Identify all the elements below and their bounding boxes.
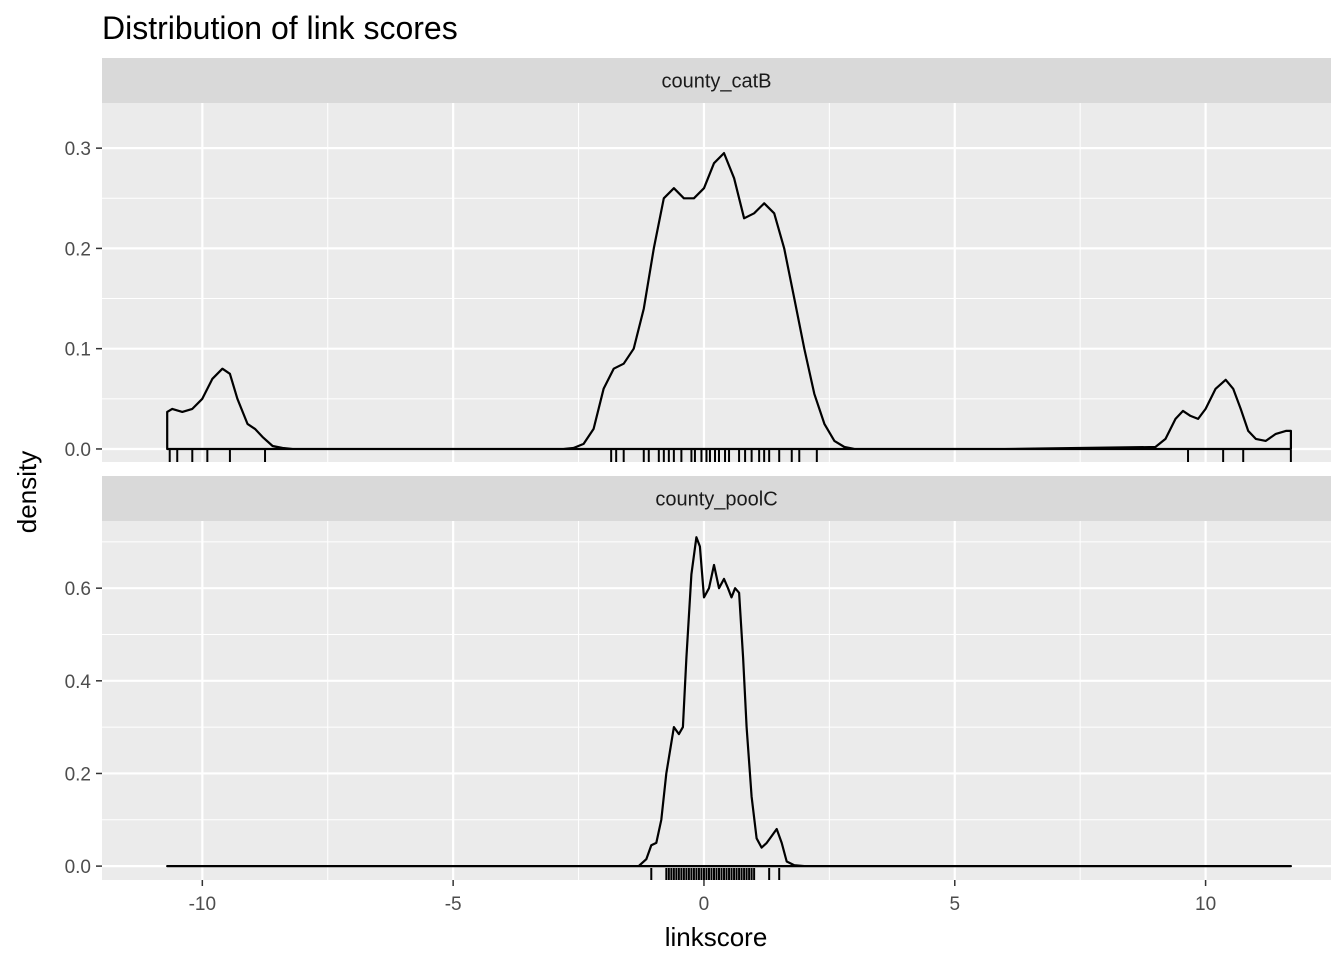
facet-strip-label: county_poolC: [655, 489, 777, 511]
density-curve: [166, 536, 1292, 868]
facet-strip-label: county_catB: [661, 71, 771, 93]
facet-strip: [102, 476, 1331, 521]
y-axis-label: density: [12, 451, 42, 533]
x-tick-label: 5: [949, 894, 960, 915]
x-tick-label: 10: [1195, 894, 1216, 915]
chart-title: Distribution of link scores: [102, 10, 458, 46]
y-tick-label: 0.6: [65, 579, 91, 600]
density-curve: [166, 152, 1292, 451]
y-tick-label: 0.3: [65, 139, 91, 160]
y-tick-label: 0.0: [65, 440, 91, 461]
y-tick-label: 0.0: [65, 857, 91, 878]
y-tick-label: 0.4: [65, 672, 92, 693]
y-tick-label: 0.2: [65, 764, 91, 785]
x-tick-label: 0: [699, 894, 710, 915]
x-tick-label: -5: [445, 894, 462, 915]
facet-county_poolC: county_poolC 0.0 0.2 0.4 0.6 -10 -5 0 5 10: [65, 476, 1331, 915]
x-tick-label: -10: [189, 894, 216, 915]
y-tick-label: 0.1: [65, 340, 91, 361]
x-axis-label: linkscore: [665, 922, 768, 952]
facet-strip: [102, 58, 1331, 103]
y-tick-label: 0.2: [65, 239, 91, 260]
facet-county_catB: county_catB 0.0 0.1 0.2 0.3: [65, 58, 1331, 462]
panel-background: [102, 103, 1331, 462]
facets-layer: county_catB 0.0 0.1 0.2 0.3 county_poolC 0.0 0.…: [65, 58, 1331, 915]
